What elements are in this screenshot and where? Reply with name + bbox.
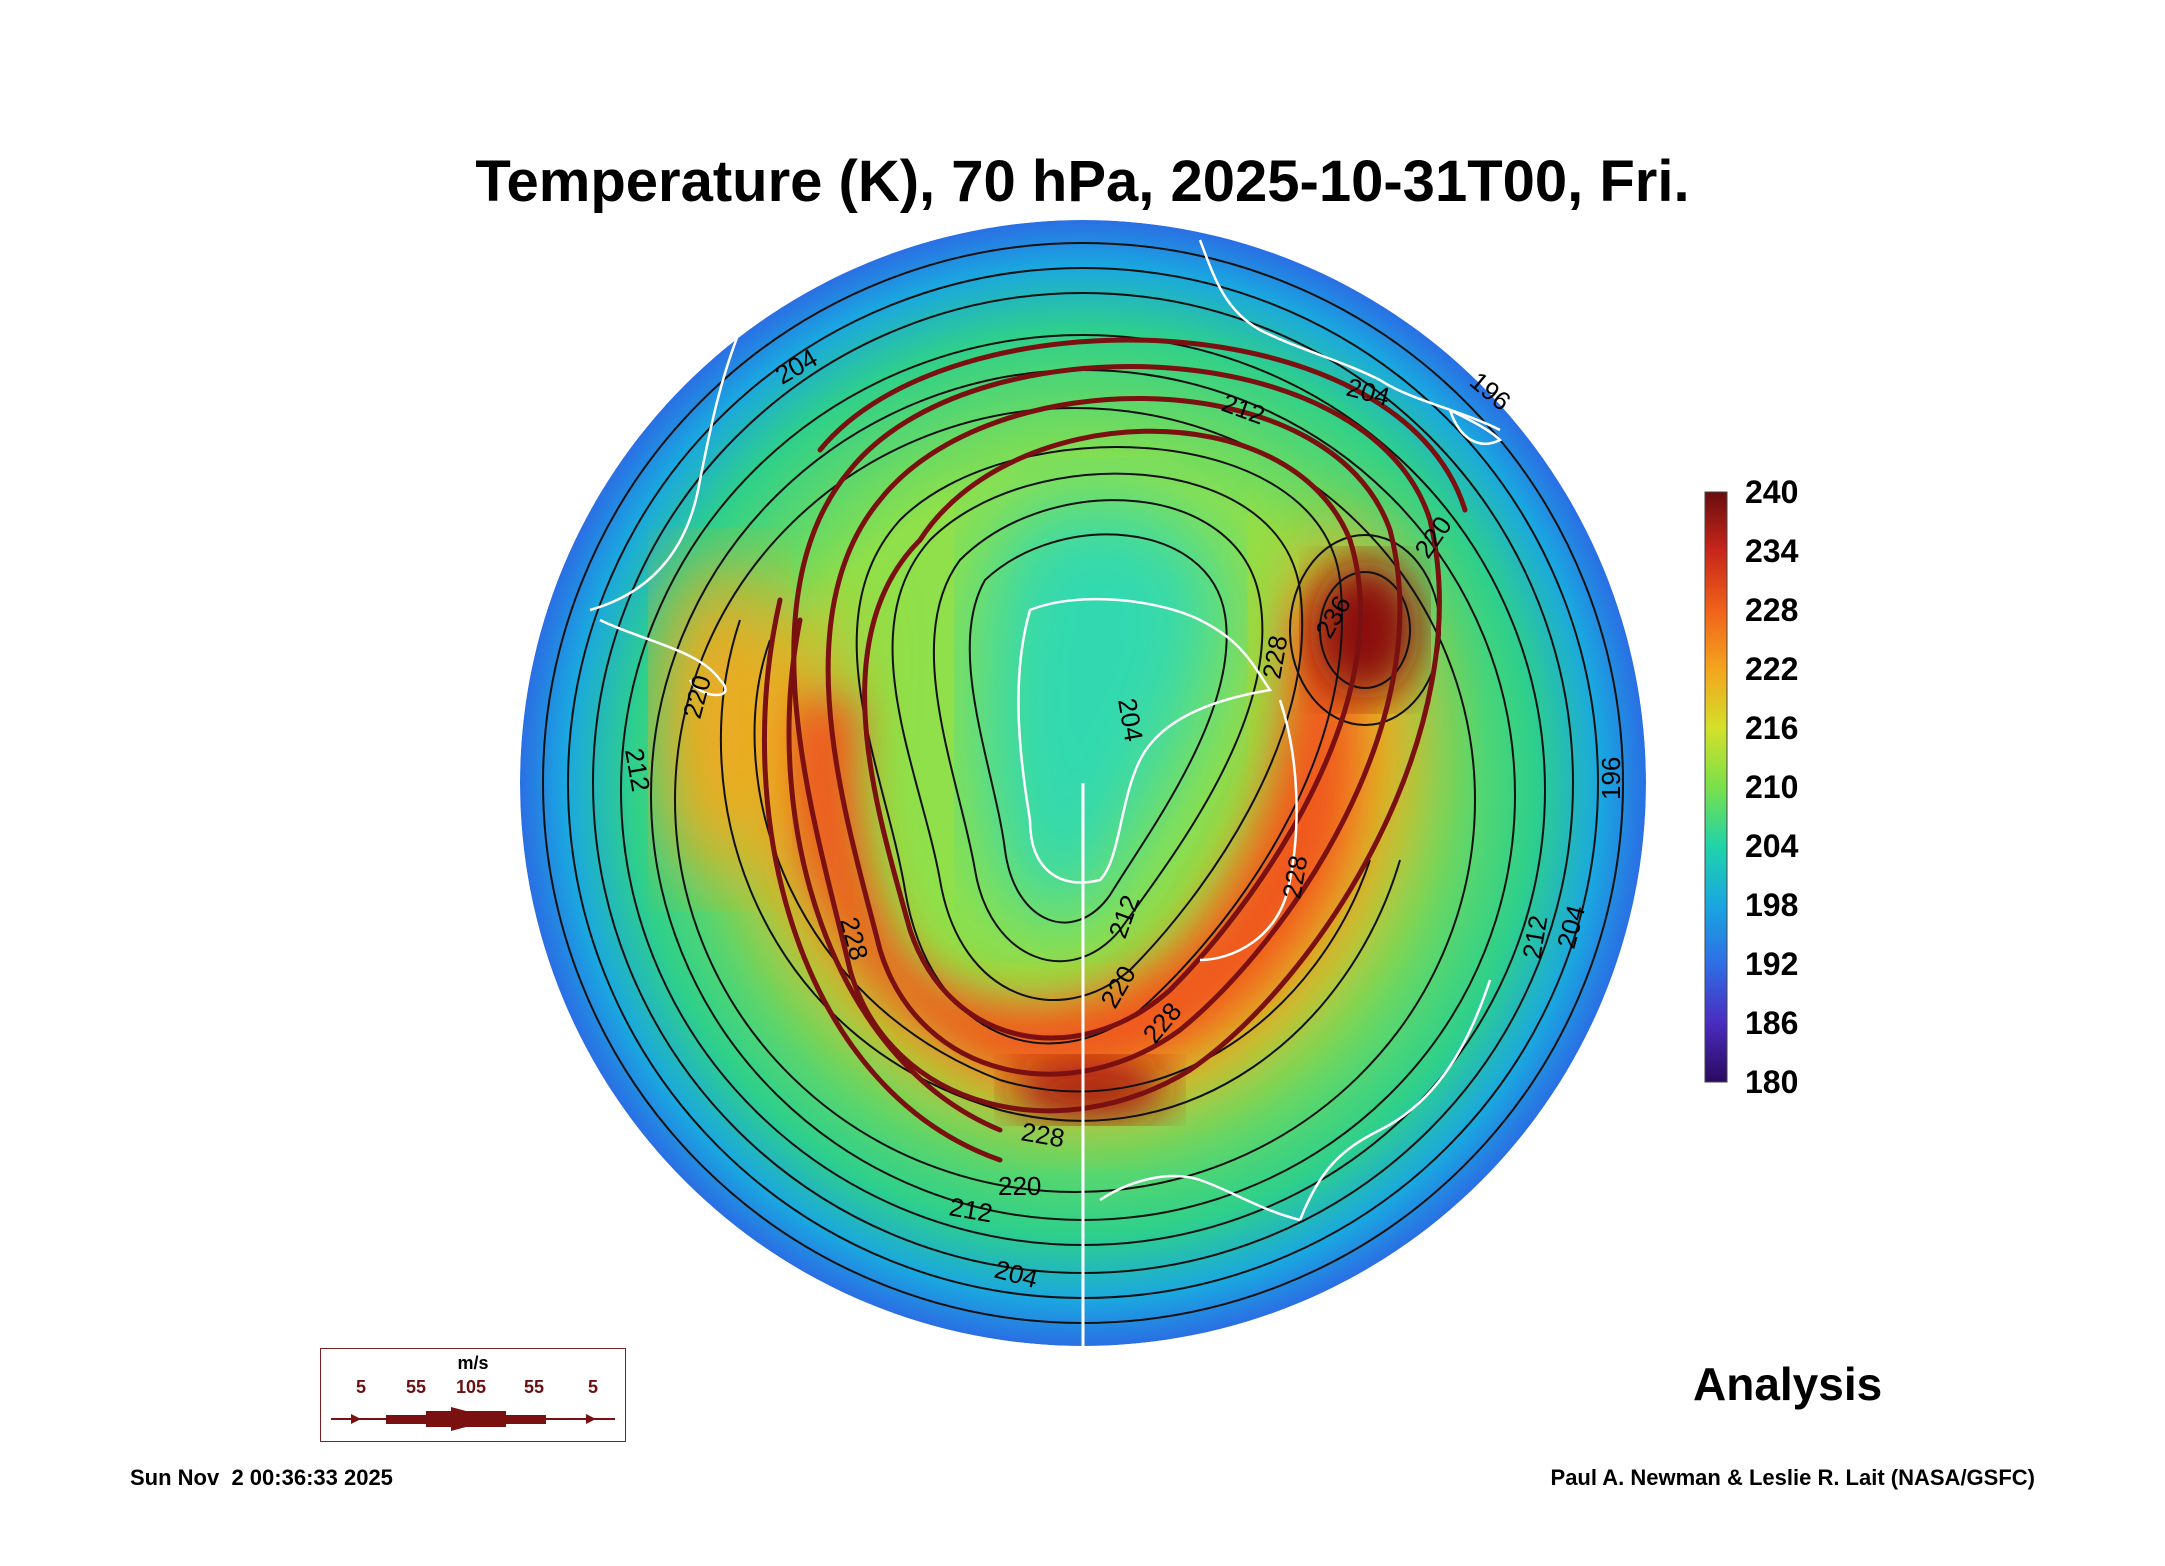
timestamp: Sun Nov 2 00:36:33 2025 (130, 1465, 393, 1490)
wind-streamlines (762, 337, 1468, 1163)
colorbar-label: 210 (1745, 769, 1799, 805)
colorbar-label: 198 (1745, 887, 1799, 923)
wind-legend-value: 55 (406, 1377, 427, 1397)
wind-legend-bar (331, 1407, 615, 1431)
wind-legend-value: 55 (524, 1377, 545, 1397)
contour-label: 228 (1276, 853, 1313, 901)
contour-label: 228 (1019, 1116, 1067, 1153)
wind-legend-value: 5 (588, 1377, 599, 1397)
colorbar-label: 180 (1745, 1064, 1799, 1100)
wind-legend-value: 5 (356, 1377, 367, 1397)
contour-label: 212 (947, 1191, 995, 1228)
contour-label: 212 (619, 746, 656, 794)
contour-label: 220 (998, 1171, 1041, 1201)
credit: Paul A. Newman & Leslie R. Lait (NASA/GS… (1550, 1465, 2035, 1490)
colorbar-label: 186 (1745, 1005, 1799, 1041)
colorbar-label: 228 (1745, 592, 1799, 628)
coastlines (589, 239, 1503, 1346)
wind-unit: m/s (457, 1353, 489, 1373)
contour-label: 196 (1596, 757, 1626, 800)
colorbar-label: 216 (1745, 710, 1799, 746)
contour-label: 228 (1256, 633, 1293, 681)
contour-label: 204 (1112, 696, 1149, 744)
wind-legend-value: 105 (456, 1377, 487, 1397)
colorbar-label: 240 (1745, 474, 1799, 510)
colorbar-label: 234 (1745, 533, 1799, 569)
analysis-label: Analysis (1693, 1358, 1883, 1410)
colorbar-label: 204 (1745, 828, 1799, 864)
map-title: Temperature (K), 70 hPa, 2025-10-31T00, … (475, 149, 1690, 214)
colorbar-label: 222 (1745, 651, 1799, 687)
colorbar (1704, 491, 1728, 1083)
wind-speed-legend: m/s 5 55 105 55 5 (320, 1348, 626, 1442)
colorbar-label: 192 (1745, 946, 1799, 982)
contour-label: 212 (1516, 913, 1553, 961)
